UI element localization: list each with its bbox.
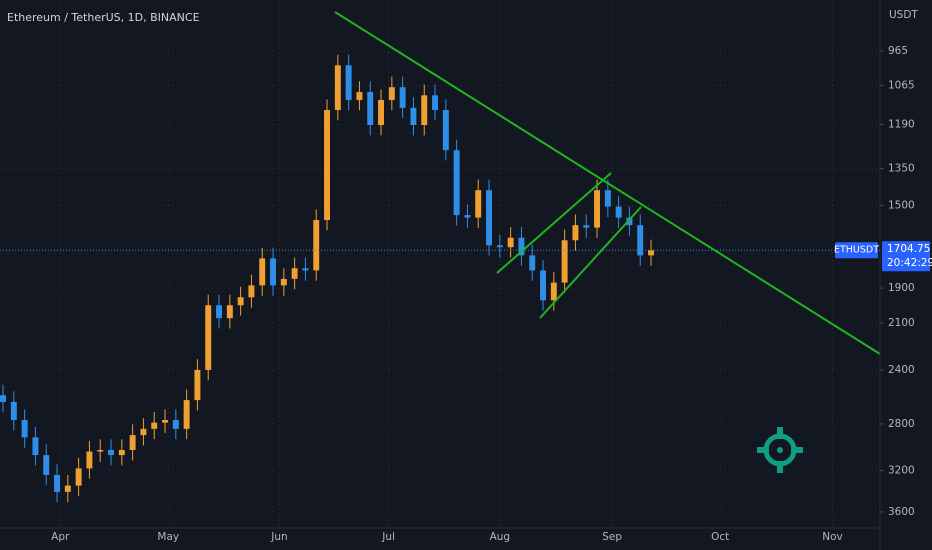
candle-body — [507, 237, 514, 248]
y-tick-label: 2100 — [888, 317, 915, 329]
candle-body — [604, 190, 611, 207]
symbol-label: ETHUSDT — [834, 245, 879, 256]
x-tick-label: Oct — [711, 531, 729, 543]
candle-body — [108, 450, 114, 456]
x-tick-label: Sep — [602, 531, 622, 543]
y-tick-label: 1190 — [888, 118, 915, 130]
candle-body — [367, 92, 374, 126]
candle-body — [432, 95, 439, 111]
candle-body — [475, 190, 482, 218]
candle-body — [464, 215, 471, 218]
candle-body — [32, 437, 39, 456]
last-price-label: 1704.75 — [887, 243, 930, 255]
y-tick-label: 3600 — [888, 506, 915, 518]
candle-body — [302, 268, 309, 271]
candle-body — [194, 369, 201, 401]
candle-body — [648, 250, 655, 256]
candle-body — [183, 400, 190, 429]
symbol-tag — [835, 242, 878, 259]
candle-body — [345, 65, 352, 101]
candle-body — [486, 190, 493, 246]
candle-body — [64, 485, 71, 492]
candle-body — [421, 95, 428, 126]
candle-body — [496, 245, 503, 248]
candle-body — [442, 110, 449, 151]
candles — [0, 54, 655, 503]
candle-body — [291, 268, 298, 279]
candle-body — [10, 401, 17, 420]
candle-body — [151, 422, 158, 429]
candle-body — [594, 190, 601, 228]
candle-body — [626, 217, 633, 226]
candle-body — [226, 305, 233, 319]
countdown-label: 20:42:29 — [887, 257, 932, 269]
x-tick-label: Jul — [381, 531, 395, 543]
candle-body — [54, 474, 60, 492]
candle-body — [97, 450, 104, 452]
y-tick-label: 1900 — [888, 282, 915, 294]
candle-body — [216, 305, 222, 319]
candle-body — [356, 92, 363, 101]
y-tick-label: 2800 — [888, 418, 915, 430]
y-tick-label: 2400 — [888, 364, 915, 376]
candle-body — [172, 419, 179, 429]
y-tick-label: 3200 — [888, 465, 915, 477]
candle-body — [583, 225, 590, 228]
candle-body — [324, 110, 330, 221]
candle-body — [75, 468, 82, 486]
y-tick-label: 965 — [888, 45, 908, 57]
y-tick-label: 1350 — [888, 163, 915, 175]
trend-line — [334, 11, 881, 355]
grid — [0, 0, 880, 528]
candle-body — [518, 237, 525, 256]
candle-body — [453, 150, 460, 216]
channel-line — [539, 206, 642, 319]
candle-body — [162, 419, 168, 423]
candle-body — [313, 220, 320, 271]
y-unit: USDT — [889, 9, 918, 21]
candle-body — [561, 240, 568, 283]
x-tick-label: Nov — [822, 531, 843, 543]
candle-body — [399, 87, 406, 108]
candle-body — [43, 455, 50, 475]
target-icon — [757, 427, 803, 473]
candle-body — [86, 451, 93, 469]
candle-body — [529, 255, 536, 271]
candle-body — [270, 258, 276, 286]
candle-body — [140, 428, 147, 436]
channel-line — [496, 172, 612, 274]
candle-body — [615, 206, 622, 218]
candle-body — [550, 282, 557, 301]
x-tick-label: Apr — [51, 531, 70, 543]
x-tick-label: Jun — [270, 531, 287, 543]
x-tick-label: Aug — [490, 531, 511, 543]
candle-body — [0, 395, 6, 402]
candle-body — [378, 100, 385, 126]
candle-body — [540, 270, 547, 301]
price-tag — [882, 241, 930, 272]
chart-title: Ethereum / TetherUS, 1D, BINANCE — [7, 11, 200, 24]
x-tick-label: May — [157, 531, 179, 543]
trend-lines — [334, 11, 881, 355]
candle-body — [237, 297, 244, 306]
candle-body — [205, 305, 212, 370]
candle-body — [572, 225, 579, 241]
candle-body — [248, 285, 255, 298]
candle-body — [410, 107, 417, 126]
candle-body — [21, 419, 28, 438]
candle-body — [388, 87, 395, 101]
candle-body — [280, 278, 287, 286]
candle-body — [129, 435, 136, 451]
y-tick-label: 1500 — [888, 199, 915, 211]
candle-body — [118, 450, 125, 456]
candle-body — [637, 225, 644, 256]
candle-body — [334, 65, 341, 111]
candle-body — [259, 258, 266, 286]
y-tick-label: 1065 — [888, 80, 915, 92]
